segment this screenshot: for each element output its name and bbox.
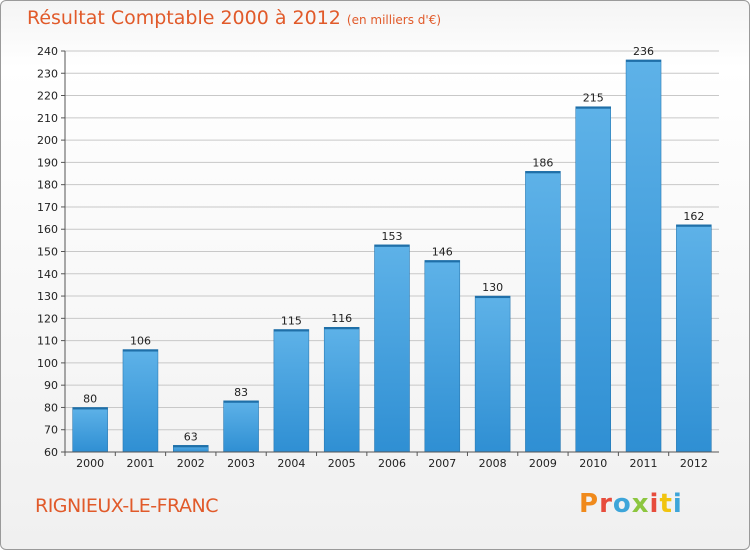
bar-top-edge	[324, 327, 360, 330]
data-label: 116	[331, 312, 352, 325]
bar-top-edge	[72, 407, 108, 410]
y-tick-label: 90	[44, 379, 58, 392]
y-tick-label: 160	[37, 223, 58, 236]
y-tick-label: 240	[37, 45, 58, 58]
y-tick-label: 210	[37, 112, 58, 125]
logo-letter: x	[631, 489, 650, 519]
x-tick-label: 2002	[177, 457, 205, 470]
data-label: 146	[432, 245, 453, 258]
bar-top-edge	[424, 260, 460, 263]
bar	[374, 244, 410, 453]
data-label: 130	[482, 281, 503, 294]
bar	[575, 106, 611, 453]
x-axis: 2000 2001 2002 2003 2004 2005 2006 2007 2008 2009…	[64, 451, 719, 470]
y-tick-label: 60	[44, 446, 58, 459]
logo-letter: P	[579, 489, 600, 519]
x-tick-label: 2011	[630, 457, 658, 470]
data-label: 215	[583, 92, 604, 105]
proxiti-logo: Proxiti	[579, 489, 683, 519]
bar-top-edge	[475, 296, 511, 299]
bar	[676, 224, 712, 453]
x-tick-label: 2012	[680, 457, 708, 470]
y-tick-label: 190	[37, 156, 58, 169]
y-tick-label: 150	[37, 246, 58, 259]
bars: 80 106 63 83 115 116 153 146 130 186 215 236 162	[72, 45, 712, 453]
x-tick-label: 2005	[328, 457, 356, 470]
y-tick-label: 120	[37, 312, 58, 325]
bar-top-edge	[223, 400, 259, 403]
x-tick-label: 2006	[378, 457, 406, 470]
x-tick-label: 2009	[529, 457, 557, 470]
chart-subtitle: (en milliers d'€)	[346, 13, 442, 27]
logo-letter: r	[599, 489, 613, 519]
data-label: 115	[281, 314, 302, 327]
y-tick-label: 80	[44, 401, 58, 414]
x-tick-label: 2007	[428, 457, 456, 470]
bar-top-edge	[525, 171, 561, 174]
data-label: 80	[83, 392, 97, 405]
x-tick-label: 2004	[277, 457, 305, 470]
y-tick-label: 70	[44, 424, 58, 437]
bar-top-edge	[374, 244, 410, 247]
bar	[525, 171, 561, 453]
y-tick-label: 180	[37, 179, 58, 192]
bar-top-edge	[626, 59, 662, 62]
logo-letter: t	[659, 489, 673, 519]
data-label: 162	[683, 210, 704, 223]
data-label: 186	[532, 156, 553, 169]
y-tick-label: 200	[37, 134, 58, 147]
logo-letter: i	[649, 489, 660, 519]
bar	[223, 400, 259, 453]
y-tick-label: 130	[37, 290, 58, 303]
bar	[474, 295, 511, 453]
bar-top-edge	[122, 349, 158, 352]
y-tick-label: 220	[37, 90, 58, 103]
y-tick-label: 140	[37, 268, 58, 281]
x-tick-label: 2001	[126, 457, 154, 470]
bar	[122, 349, 159, 453]
data-label: 63	[184, 430, 198, 443]
bar	[323, 326, 360, 453]
bar	[72, 407, 108, 453]
chart-title: Résultat Comptable 2000 à 2012 (en millie…	[27, 7, 441, 29]
x-tick-label: 2010	[579, 457, 607, 470]
bar-top-edge	[273, 329, 309, 332]
y-tick-label: 230	[37, 67, 58, 80]
commune-name: RIGNIEUX-LE-FRANC	[35, 495, 218, 517]
bar	[424, 260, 461, 453]
logo-letter: o	[612, 489, 632, 519]
y-tick-label: 110	[37, 335, 58, 348]
bar	[273, 329, 310, 453]
logo-letter: i	[672, 489, 683, 519]
y-tick-label: 100	[37, 357, 58, 370]
data-label: 236	[633, 45, 654, 58]
data-label: 153	[382, 230, 403, 243]
y-tick-label: 170	[37, 201, 58, 214]
x-tick-label: 2003	[227, 457, 255, 470]
data-label: 83	[234, 386, 248, 399]
bar	[625, 59, 662, 453]
bar-top-edge	[676, 224, 712, 227]
bar-top-edge	[173, 445, 209, 448]
y-axis: 60 70 80 90 100 110 120 130 140 150 160 170 180 190 20…	[37, 45, 66, 459]
x-tick-label: 2008	[479, 457, 507, 470]
bar-top-edge	[575, 106, 611, 109]
data-label: 106	[130, 335, 151, 348]
chart-title-text: Résultat Comptable 2000 à 2012	[27, 7, 341, 29]
x-tick-label: 2000	[76, 457, 104, 470]
